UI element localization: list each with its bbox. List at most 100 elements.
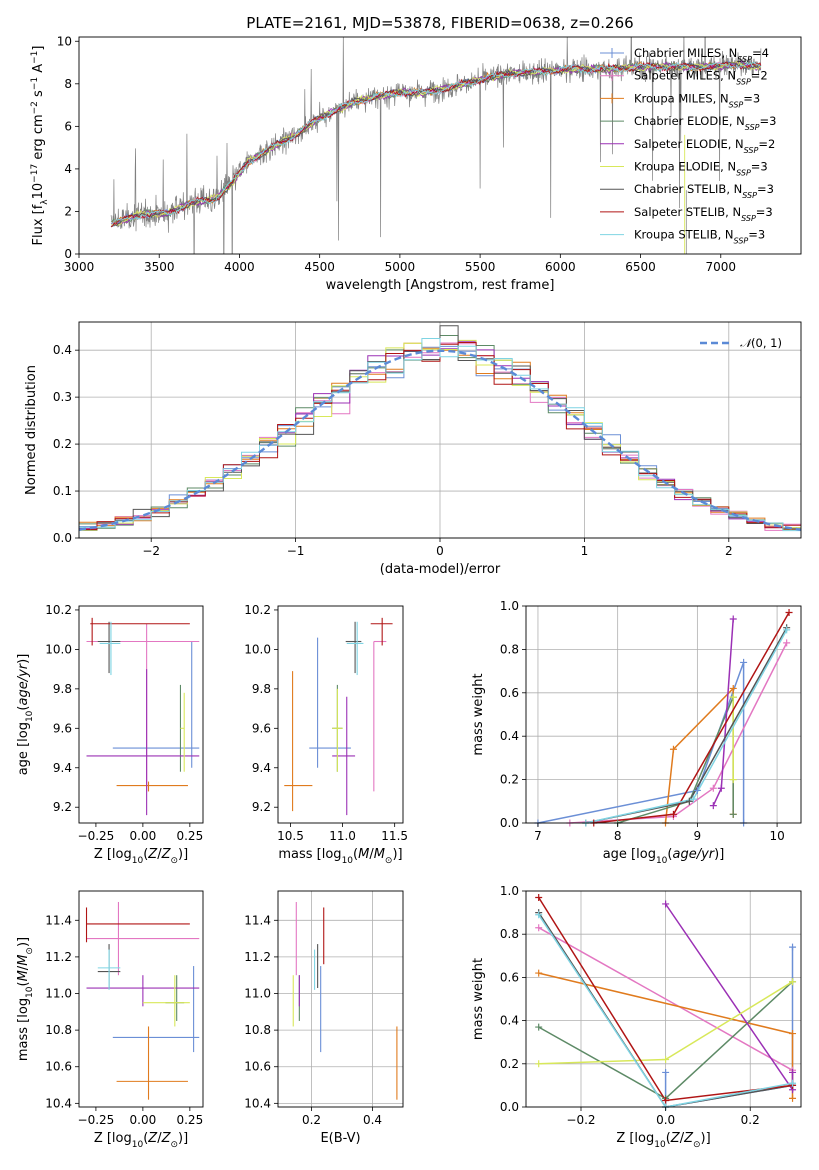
- plot-age_vs_Z: −0.25 0.00 0.25 9.2 9.4 9.6 9.8 10.0 10.2 Z [log1…: [16, 603, 204, 866]
- x-tick-label: 8: [614, 829, 622, 843]
- weight-point-marker: [662, 1097, 670, 1105]
- y-tick-label: 9.2: [53, 800, 72, 814]
- weight-point-marker: [789, 943, 797, 951]
- y-tick-label: 0: [64, 247, 72, 261]
- y-tick-label: 10.8: [45, 1023, 72, 1037]
- x-axis-label: wavelength [Angstrom, rest frame]: [326, 278, 555, 293]
- legend-entry: Kroupa STELIB, NSSP=3: [634, 228, 765, 246]
- weight-point-marker: [685, 797, 693, 805]
- y-tick-label: 0.6: [500, 686, 519, 700]
- x-tick-label: 0.0: [656, 1113, 675, 1127]
- x-axis-label: E(B-V): [320, 1131, 360, 1146]
- x-tick-label: 0.25: [176, 1113, 203, 1127]
- plot-mass_vs_Z: −0.25 0.00 0.25 10.4 10.6 10.8 11.0 11.2 11.4 Z […: [16, 890, 204, 1150]
- y-tick-label: 0.0: [500, 816, 519, 830]
- plot-area-age_vs_mass: [284, 617, 393, 816]
- plot-area-mass_vs_EBV: [292, 901, 398, 1100]
- y-axis-label: age [log10(age/yr)]: [16, 654, 35, 776]
- y-tick-label: 9.6: [252, 721, 271, 735]
- y-tick-label: 10.4: [45, 1096, 72, 1110]
- weight-point-marker: [535, 911, 543, 919]
- axes-frame: [78, 890, 204, 1108]
- axes-frame: [78, 36, 802, 255]
- weight-point-marker: [535, 969, 543, 977]
- weight-point-marker: [709, 784, 717, 792]
- y-tick-label: 4: [64, 162, 72, 176]
- weight-point-marker: [662, 1055, 670, 1063]
- y-tick-label: 11.0: [244, 987, 271, 1001]
- legend-entry: Salpeter MILES, NSSP=2: [634, 69, 768, 87]
- normal-curve: [79, 349, 801, 531]
- y-tick-label: 0.8: [500, 642, 519, 656]
- y-tick-label: 0.6: [500, 970, 519, 984]
- x-axis-label: (data-model)/error: [380, 562, 501, 577]
- axes-frame: [277, 890, 404, 1108]
- x-tick-label: 11.5: [381, 829, 408, 843]
- y-tick-label: 11.2: [45, 950, 72, 964]
- x-tick-label: 0.25: [176, 829, 203, 843]
- y-tick-label: 10.0: [45, 642, 72, 656]
- weight-point-marker: [693, 786, 701, 794]
- x-axis-label: Z [log10(Z/Z⊙)]: [94, 1131, 188, 1150]
- x-tick-label: 5500: [465, 260, 496, 274]
- x-tick-label: 7000: [706, 260, 737, 274]
- weight-point-marker: [729, 684, 737, 692]
- x-axis-label: age [log10(age/yr)]: [603, 847, 725, 866]
- weight-point-marker: [729, 693, 737, 701]
- weight-point-marker: [729, 615, 737, 623]
- weight-point-marker: [729, 776, 737, 784]
- weight-point-marker: [729, 810, 737, 818]
- plot-mass_vs_EBV: 0.2 0.4 10.4 10.6 10.8 11.0 11.2 11.4 E(B-V): [244, 890, 404, 1146]
- y-tick-label: 0.3: [53, 390, 72, 404]
- y-tick-label: 10.2: [244, 603, 271, 617]
- y-tick-label: 9.6: [53, 721, 72, 735]
- y-axis-label: Flux [fλ10−17 erg cm−2 s−1 A−1]: [30, 46, 50, 246]
- y-tick-label: 9.8: [53, 682, 72, 696]
- y-tick-label: 11.0: [45, 987, 72, 1001]
- x-tick-label: 6000: [545, 260, 576, 274]
- x-tick-label: 0.4: [363, 1113, 382, 1127]
- legend-entry: Kroupa MILES, NSSP=3: [634, 91, 760, 109]
- x-tick-label: 10.5: [277, 829, 304, 843]
- plot-area-mass_vs_Z: [85, 901, 200, 1100]
- legend-entry: Chabrier MILES, NSSP=4: [634, 46, 769, 64]
- y-tick-label: 11.4: [244, 913, 271, 927]
- y-tick-label: 10.6: [45, 1060, 72, 1074]
- y-tick-label: 10.6: [244, 1060, 271, 1074]
- weight-point-marker: [789, 1030, 797, 1038]
- weight-point-marker: [662, 1068, 670, 1076]
- x-tick-label: −2: [142, 544, 160, 558]
- x-tick-label: 5000: [385, 260, 416, 274]
- legend-entry: Chabrier STELIB, NSSP=3: [634, 182, 774, 200]
- x-tick-label: 11.0: [329, 829, 356, 843]
- weight-point-marker: [740, 658, 748, 666]
- x-tick-label: 0: [436, 544, 444, 558]
- histogram-series: [79, 338, 801, 538]
- weight-point-marker: [535, 924, 543, 932]
- y-tick-label: 10.8: [244, 1023, 271, 1037]
- weight-point-marker: [709, 802, 717, 810]
- y-tick-label: 9.2: [252, 800, 271, 814]
- spectrum-model-line: [110, 61, 762, 224]
- weight-series-line: [538, 914, 793, 1107]
- y-tick-label: 1.0: [500, 599, 519, 613]
- plot-weight_vs_Z: −0.2 0.0 0.2 0.0 0.2 0.4 0.6 0.8 1.0 Z [log10(Z/Z…: [471, 884, 802, 1150]
- y-tick-label: 0.2: [500, 1057, 519, 1071]
- weight-point-marker: [783, 626, 791, 634]
- weight-point-marker: [535, 1060, 543, 1068]
- y-axis-label: mass weight: [471, 958, 486, 1040]
- x-tick-label: −0.2: [566, 1113, 595, 1127]
- x-tick-label: 4000: [224, 260, 255, 274]
- y-tick-label: 0.0: [53, 531, 72, 545]
- y-tick-label: 10.0: [244, 642, 271, 656]
- y-tick-label: 9.4: [53, 761, 72, 775]
- legend-entry: Kroupa ELODIE, NSSP=3: [634, 160, 768, 178]
- plot-residuals: −2 −1 0 1 2 0.0 0.1 0.2 0.3 0.4 (data-model)/error…: [24, 321, 802, 577]
- spectrum-model-line: [110, 61, 762, 228]
- y-tick-label: 9.8: [252, 682, 271, 696]
- figure-title: PLATE=2161, MJD=53878, FIBERID=0638, z=0…: [246, 14, 633, 32]
- plot-weight_vs_age: 7 8 9 10 0.0 0.2 0.4 0.6 0.8 1.0 age [log10(age/yr…: [471, 599, 802, 866]
- y-axis-label: mass [log10(M/M⊙)]: [16, 937, 35, 1061]
